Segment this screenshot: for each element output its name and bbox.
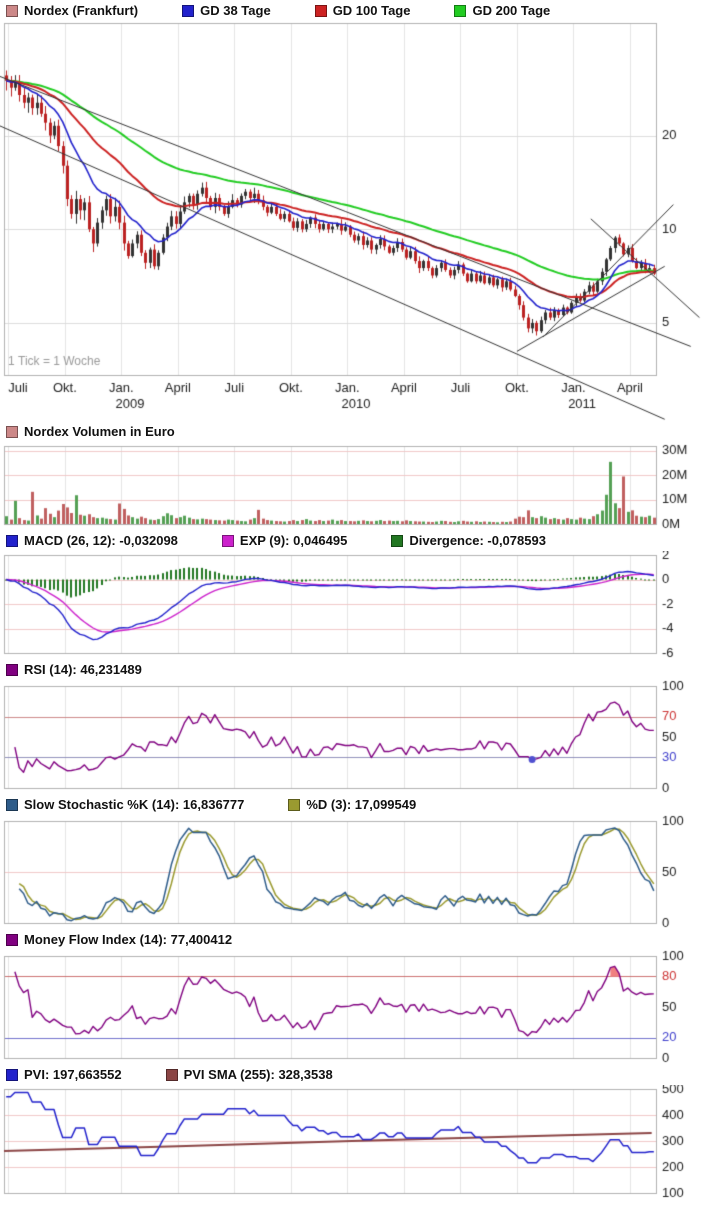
legend-volume: Nordex Volumen in Euro	[0, 421, 708, 442]
legend-item-gd38: GD 38 Tage	[182, 3, 271, 18]
macd-divergence-label: Divergence: -0,078593	[409, 533, 546, 548]
mfi-chart-canvas	[0, 950, 708, 1064]
mfi-swatch	[6, 933, 18, 946]
legend-stochastic: Slow Stochastic %K (14): 16,836777 %D (3…	[0, 794, 708, 815]
legend-item-macd-exp: EXP (9): 0,046495	[221, 533, 348, 548]
rsi-swatch	[6, 663, 18, 676]
legend-price: Nordex (Frankfurt) GD 38 Tage GD 100 Tag…	[0, 0, 708, 21]
pvi-swatch	[6, 1068, 18, 1081]
stochastic-chart-canvas	[0, 815, 708, 929]
macd-divergence-swatch	[391, 534, 404, 547]
legend-pvi: PVI: 197,663552 PVI SMA (255): 328,3538	[0, 1064, 708, 1085]
legend-rsi: RSI (14): 46,231489	[0, 659, 708, 680]
legend-item-stoch-k: Slow Stochastic %K (14): 16,836777	[6, 797, 244, 812]
rsi-value-label: RSI (14): 46,231489	[24, 662, 142, 677]
legend-item-macd: MACD (26, 12): -0,032098	[6, 533, 178, 548]
gd100-swatch	[314, 4, 327, 17]
stoch-k-swatch	[6, 798, 18, 811]
gd38-label: GD 38 Tage	[200, 3, 271, 18]
pvi-sma-swatch	[165, 1068, 178, 1081]
gd100-label: GD 100 Tage	[332, 3, 411, 18]
price-chart-canvas	[0, 21, 708, 421]
gd200-label: GD 200 Tage	[472, 3, 551, 18]
legend-item-gd100: GD 100 Tage	[314, 3, 411, 18]
macd-chart-canvas	[0, 551, 708, 659]
legend-item-mfi: Money Flow Index (14): 77,400412	[6, 932, 232, 947]
pvi-chart-canvas	[0, 1085, 708, 1199]
volume-chart-canvas	[0, 442, 708, 530]
price-series-swatch	[6, 4, 18, 17]
pvi-value-label: PVI: 197,663552	[24, 1067, 122, 1082]
price-series-label: Nordex (Frankfurt)	[24, 3, 139, 18]
gd200-swatch	[454, 4, 467, 17]
legend-item-pvi: PVI: 197,663552	[6, 1067, 122, 1082]
rsi-chart-canvas	[0, 680, 708, 794]
stoch-d-swatch	[288, 798, 301, 811]
legend-item-gd200: GD 200 Tage	[454, 3, 550, 18]
legend-item-rsi: RSI (14): 46,231489	[6, 662, 142, 677]
legend-mfi: Money Flow Index (14): 77,400412	[0, 929, 708, 950]
volume-swatch	[6, 425, 18, 438]
gd38-swatch	[182, 4, 195, 17]
macd-swatch	[6, 534, 18, 547]
macd-exp-label: EXP (9): 0,046495	[239, 533, 348, 548]
volume-label: Nordex Volumen in Euro	[24, 424, 175, 439]
legend-item-stoch-d: %D (3): 17,099549	[288, 797, 416, 812]
stoch-d-label: %D (3): 17,099549	[306, 797, 417, 812]
legend-macd: MACD (26, 12): -0,032098 EXP (9): 0,0464…	[0, 530, 708, 551]
legend-item-macd-div: Divergence: -0,078593	[391, 533, 546, 548]
stoch-k-label: Slow Stochastic %K (14): 16,836777	[24, 797, 245, 812]
macd-value-label: MACD (26, 12): -0,032098	[24, 533, 178, 548]
macd-exp-swatch	[221, 534, 234, 547]
pvi-sma-label: PVI SMA (255): 328,3538	[183, 1067, 333, 1082]
mfi-value-label: Money Flow Index (14): 77,400412	[24, 932, 233, 947]
legend-item-volume: Nordex Volumen in Euro	[6, 424, 175, 439]
legend-item-pvi-sma: PVI SMA (255): 328,3538	[165, 1067, 333, 1082]
legend-item-price: Nordex (Frankfurt)	[6, 3, 138, 18]
